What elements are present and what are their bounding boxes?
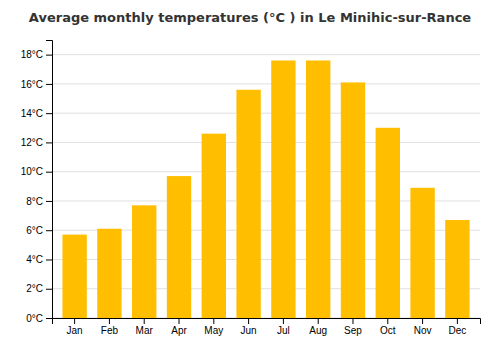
plot: 0°C 2°C 4°C 6°C 8°C 10°C 12°C 14°C 16°C 18°C Jan Fe…: [21, 41, 481, 337]
y-tick: 6°C: [26, 225, 52, 236]
bar: [97, 229, 121, 318]
bar: [62, 235, 86, 318]
y-tick-label: 14°C: [21, 108, 43, 119]
y-tick-mark: [46, 230, 52, 231]
x-tick-label: Feb: [101, 325, 119, 336]
bar: [132, 205, 156, 318]
bar: [376, 128, 400, 318]
bar: [341, 82, 365, 318]
grid-line: [52, 54, 480, 55]
x-tick-mark: [422, 318, 423, 324]
x-tick-label: Oct: [380, 325, 396, 336]
y-tick-mark: [46, 289, 52, 290]
bar: [445, 220, 469, 318]
y-tick-label: 8°C: [26, 196, 43, 207]
y-tick: 4°C: [26, 254, 52, 265]
x-tick: Jun: [241, 318, 257, 336]
x-axis-line: [53, 319, 481, 325]
x-tick: Jan: [67, 318, 83, 336]
x-tick-mark: [109, 318, 110, 324]
x-tick-label: Jun: [241, 325, 257, 336]
x-tick-label: Apr: [171, 325, 187, 336]
x-tick-mark: [387, 318, 388, 324]
x-tick-label: Dec: [448, 325, 466, 336]
x-tick: Sep: [344, 318, 362, 336]
x-tick-label: Sep: [344, 325, 362, 336]
y-tick-mark: [46, 318, 52, 319]
y-tick: 0°C: [26, 313, 52, 324]
x-tick-label: Jan: [67, 325, 83, 336]
bar: [202, 134, 226, 318]
y-tick-label: 18°C: [21, 49, 43, 60]
chart: 0°C 2°C 4°C 6°C 8°C 10°C 12°C 14°C 16°C 18°C Jan Fe…: [0, 0, 500, 350]
y-tick-label: 16°C: [21, 79, 43, 90]
y-tick-label: 6°C: [26, 225, 43, 236]
bar: [236, 90, 260, 318]
y-tick: 10°C: [21, 166, 52, 177]
y-tick-mark: [46, 172, 52, 173]
x-tick-mark: [179, 318, 180, 324]
x-tick: Feb: [101, 318, 119, 336]
y-tick: 12°C: [21, 137, 52, 148]
x-tick: Jul: [277, 318, 290, 336]
x-tick: Mar: [136, 318, 154, 336]
y-tick-mark: [46, 201, 52, 202]
x-tick-mark: [318, 318, 319, 324]
x-tick-label: Jul: [277, 325, 290, 336]
x-tick: Nov: [414, 318, 432, 336]
y-tick: 16°C: [21, 79, 52, 90]
x-tick-label: Aug: [309, 325, 327, 336]
bar: [306, 60, 330, 318]
title: Average monthly temperatures (°C ) in Le…: [29, 10, 472, 25]
x-tick-mark: [213, 318, 214, 324]
x-tick-mark: [457, 318, 458, 324]
x-tick-label: Nov: [414, 325, 432, 336]
y-tick-label: 0°C: [26, 313, 43, 324]
y-tick: 14°C: [21, 108, 52, 119]
y-tick: 2°C: [26, 283, 52, 294]
grid: [52, 55, 480, 318]
y-tick-mark: [46, 113, 52, 114]
bar: [271, 60, 295, 318]
y-tick-mark: [46, 55, 52, 56]
x-tick-label: May: [204, 325, 223, 336]
x-tick-mark: [283, 318, 284, 324]
grid-line: [52, 83, 480, 84]
bar: [410, 188, 434, 318]
x-tick: Dec: [448, 318, 466, 336]
y-tick-label: 10°C: [21, 166, 43, 177]
x-tick: Apr: [171, 318, 187, 336]
x-tick-mark: [352, 318, 353, 324]
grid-line: [52, 171, 480, 172]
bar: [167, 176, 191, 318]
y-tick-mark: [46, 259, 52, 260]
y-tick-mark: [46, 84, 52, 85]
y-tick: 18°C: [21, 49, 52, 60]
y-tick-mark: [46, 142, 52, 143]
y-tick-label: 2°C: [26, 283, 43, 294]
x-tick-label: Mar: [136, 325, 154, 336]
grid-line: [52, 113, 480, 114]
x-tick: May: [204, 318, 223, 336]
y-tick: 8°C: [26, 196, 52, 207]
x-tick: Aug: [309, 318, 327, 336]
bars: [62, 60, 469, 318]
grid-line: [52, 142, 480, 143]
x-tick-mark: [144, 318, 145, 324]
x-tick: Oct: [380, 318, 396, 336]
y-axis: 0°C 2°C 4°C 6°C 8°C 10°C 12°C 14°C 16°C 18°C: [21, 41, 53, 324]
x-tick-mark: [248, 318, 249, 324]
x-tick-mark: [74, 318, 75, 324]
y-tick-label: 12°C: [21, 137, 43, 148]
y-tick-label: 4°C: [26, 254, 43, 265]
y-axis-line: [46, 41, 53, 319]
x-axis: Jan Feb Mar Apr May Jun Jul Aug Sep Oct Nov Dec: [53, 318, 481, 336]
